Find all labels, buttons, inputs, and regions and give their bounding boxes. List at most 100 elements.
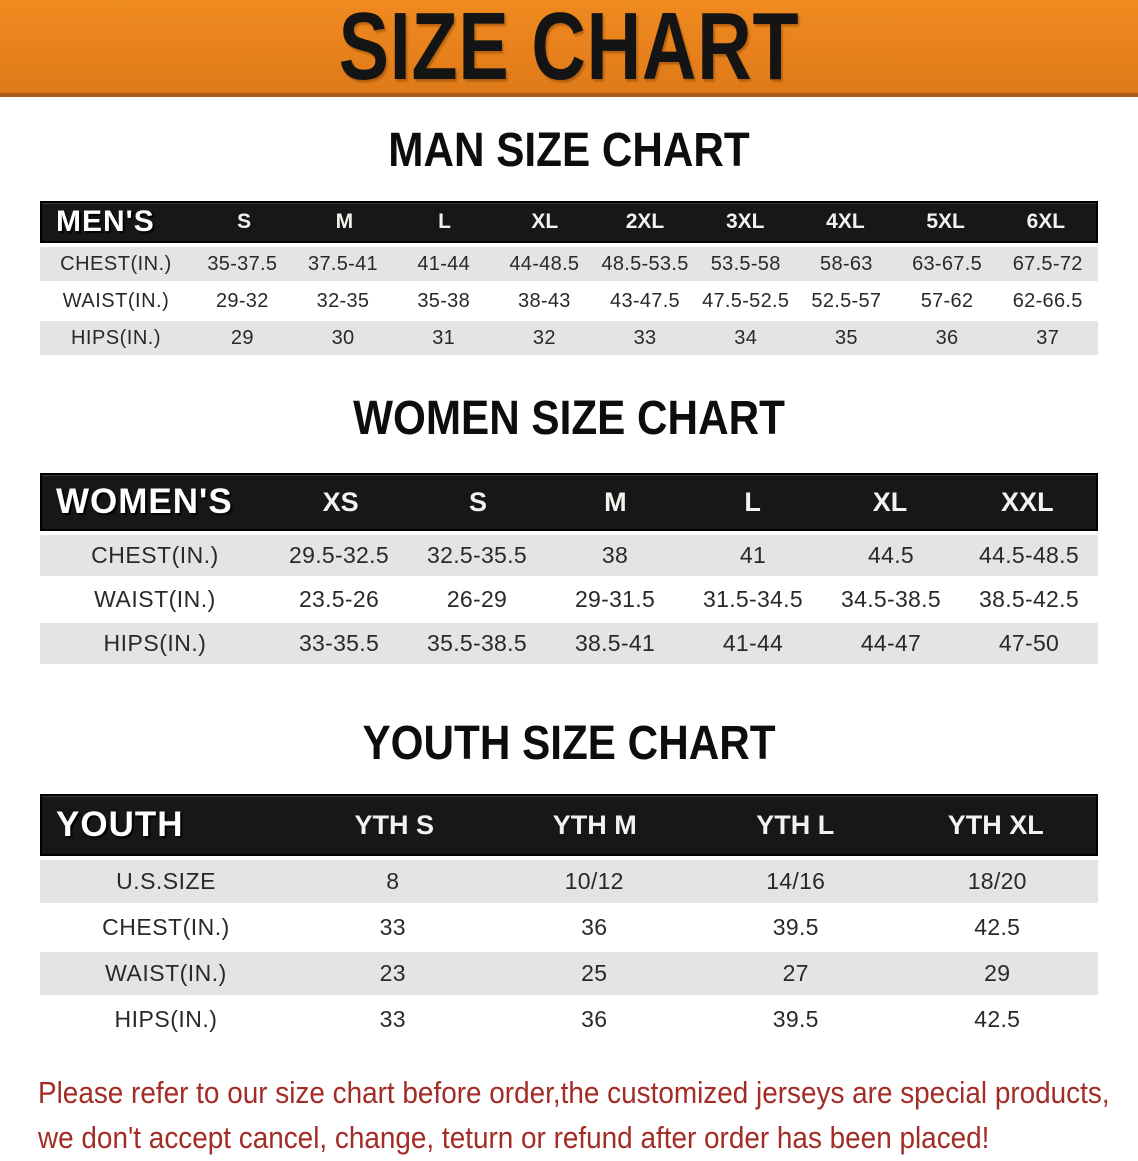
measurement-value: 23.5-26 [298, 586, 380, 612]
measurement-value: 33 [379, 914, 406, 940]
size-column-header: 4XL [826, 210, 865, 233]
size-column-header: 5XL [926, 210, 965, 233]
size-column-header: XL [872, 486, 908, 517]
size-column-header: M [604, 486, 627, 517]
measurement-value: 29-32 [216, 289, 269, 312]
measurement-value: 38.5-41 [574, 630, 656, 656]
measurement-value: 33 [633, 326, 657, 349]
size-column-header: S [468, 486, 487, 517]
size-column-header: YTH M [552, 809, 637, 840]
measurement-value: 35-37.5 [207, 252, 278, 275]
size-column-header: 2XL [625, 210, 665, 233]
youth-size-table: YOUTH YTH S YTH M YTH L YTH XL U.S.SIZE 8 10/12… [40, 794, 1098, 1041]
measurement-value: 67.5-72 [1012, 252, 1083, 275]
measurement-value: 53.5-58 [710, 252, 781, 275]
youth-size-section: YOUTH SIZE CHART YOUTH YTH S YTH M YTH L YTH… [0, 720, 1138, 1041]
order-disclaimer: Please refer to our size chart before or… [38, 1071, 1138, 1161]
measurement-label: CHEST(IN.) [91, 542, 219, 568]
size-chart-body: MAN SIZE CHART MEN'S S M L XL 2XL 3XL 4XL 5XL 6XL… [0, 127, 1138, 1161]
measurement-label: HIPS(IN.) [103, 630, 207, 656]
measurement-value: 52.5-57 [811, 289, 882, 312]
measurement-value: 14/16 [766, 868, 826, 894]
measurement-label: CHEST(IN.) [60, 252, 172, 275]
size-column-header: 3XL [725, 210, 765, 233]
measurement-value: 25 [581, 960, 608, 986]
men-section-heading: MAN SIZE CHART [388, 124, 750, 177]
table-rows: CHEST(IN.) 29.5-32.5 32.5-35.5 38 41 44.5 44.5… [40, 535, 1098, 664]
measurement-value: 47-50 [998, 630, 1060, 656]
table-header-row: MEN'S S M L XL 2XL 3XL 4XL 5XL 6XL [40, 201, 1098, 243]
measurement-label: U.S.SIZE [116, 868, 216, 894]
table-rows: U.S.SIZE 8 10/12 14/16 18/20 CHEST(IN.) 33 36 39… [40, 860, 1098, 1041]
table-header-label: WOMEN'S [56, 482, 233, 521]
measurement-value: 43-47.5 [610, 289, 680, 312]
measurement-label: HIPS(IN.) [70, 326, 162, 349]
size-chart-banner: SIZE CHART [0, 0, 1138, 97]
measurement-value: 18/20 [967, 868, 1027, 894]
measurement-value: 39.5 [772, 914, 819, 940]
measurement-value: 35 [834, 326, 858, 349]
measurement-value: 41 [739, 542, 767, 568]
measurement-value: 29-31.5 [574, 586, 656, 612]
table-rows: CHEST(IN.) 35-37.5 37.5-41 41-44 44-48.5 48.5… [40, 247, 1098, 355]
measurement-value: 58-63 [820, 252, 873, 275]
measurement-value: 37 [1036, 326, 1060, 349]
men-size-section: MAN SIZE CHART MEN'S S M L XL 2XL 3XL 4XL 5XL 6XL… [0, 127, 1138, 355]
measurement-value: 32-35 [316, 289, 370, 312]
measurement-value: 34.5-38.5 [841, 586, 941, 612]
measurement-value: 30 [331, 326, 355, 349]
measurement-label: WAIST(IN.) [94, 586, 216, 612]
measurement-value: 26-29 [446, 586, 508, 612]
measurement-value: 29.5-32.5 [289, 542, 389, 568]
measurement-value: 57-62 [920, 289, 974, 312]
measurement-value: 38-43 [518, 289, 571, 312]
measurement-value: 36 [935, 326, 959, 349]
measurement-value: 38 [601, 542, 629, 568]
measurement-label: HIPS(IN.) [114, 1006, 218, 1032]
table-row: WAIST(IN.) 23 25 27 29 [40, 952, 1098, 995]
measurement-value: 32.5-35.5 [427, 542, 527, 568]
measurement-value: 35-38 [417, 289, 470, 312]
measurement-label: WAIST(IN.) [62, 289, 170, 312]
disclaimer-line-1: Please refer to our size chart before or… [38, 1075, 1110, 1110]
women-size-table: WOMEN'S XS S M L XL XXL CHEST(IN.) 29.5-32.5 32.5… [40, 473, 1098, 664]
size-column-header: L [438, 210, 451, 233]
measurement-value: 10/12 [564, 868, 624, 894]
measurement-value: 38.5-42.5 [979, 586, 1079, 612]
measurement-value: 44-47 [860, 630, 922, 656]
measurement-value: 63-67.5 [912, 252, 982, 275]
measurement-value: 62-66.5 [1012, 289, 1083, 312]
measurement-value: 47.5-52.5 [702, 289, 790, 312]
table-row: CHEST(IN.) 33 36 39.5 42.5 [40, 906, 1098, 949]
men-size-table: MEN'S S M L XL 2XL 3XL 4XL 5XL 6XL CHEST(IN.) 35-37… [40, 201, 1098, 355]
measurement-value: 44.5 [868, 542, 914, 568]
size-column-header: YTH XL [947, 809, 1044, 840]
table-row: WAIST(IN.) 29-32 32-35 35-38 38-43 43-47.5 47.… [40, 284, 1098, 318]
table-row: WAIST(IN.) 23.5-26 26-29 29-31.5 31.5-34.5 34… [40, 579, 1098, 620]
size-column-header: YTH S [354, 809, 434, 840]
measurement-value: 48.5-53.5 [601, 252, 689, 275]
table-row: HIPS(IN.) 29 30 31 32 33 34 35 36 37 [40, 321, 1098, 355]
measurement-value: 23 [379, 960, 406, 986]
measurement-value: 44-48.5 [509, 252, 580, 275]
measurement-value: 33-35.5 [298, 630, 380, 656]
measurement-value: 31 [432, 326, 456, 349]
banner-title: SIZE CHART [338, 0, 800, 100]
size-column-header: M [335, 210, 354, 233]
measurement-value: 44.5-48.5 [979, 542, 1079, 568]
table-row: CHEST(IN.) 35-37.5 37.5-41 41-44 44-48.5 48.5… [40, 247, 1098, 281]
measurement-value: 35.5-38.5 [427, 630, 527, 656]
measurement-value: 33 [379, 1006, 406, 1032]
measurement-value: 27 [782, 960, 809, 986]
table-header-label: YOUTH [56, 805, 184, 844]
size-column-header: YTH L [756, 809, 835, 840]
women-size-section: WOMEN SIZE CHART WOMEN'S XS S M L XL XXL CHEST(… [0, 395, 1138, 664]
table-row: HIPS(IN.) 33-35.5 35.5-38.5 38.5-41 41-44 44-… [40, 623, 1098, 664]
measurement-label: WAIST(IN.) [105, 960, 227, 986]
women-section-heading: WOMEN SIZE CHART [353, 392, 785, 445]
table-row: CHEST(IN.) 29.5-32.5 32.5-35.5 38 41 44.5 44.5… [40, 535, 1098, 576]
measurement-value: 37.5-41 [308, 252, 378, 275]
table-row: HIPS(IN.) 33 36 39.5 42.5 [40, 998, 1098, 1041]
size-column-header: XL [531, 210, 559, 233]
disclaimer-line-2: we don't accept cancel, change, teturn o… [38, 1119, 990, 1155]
